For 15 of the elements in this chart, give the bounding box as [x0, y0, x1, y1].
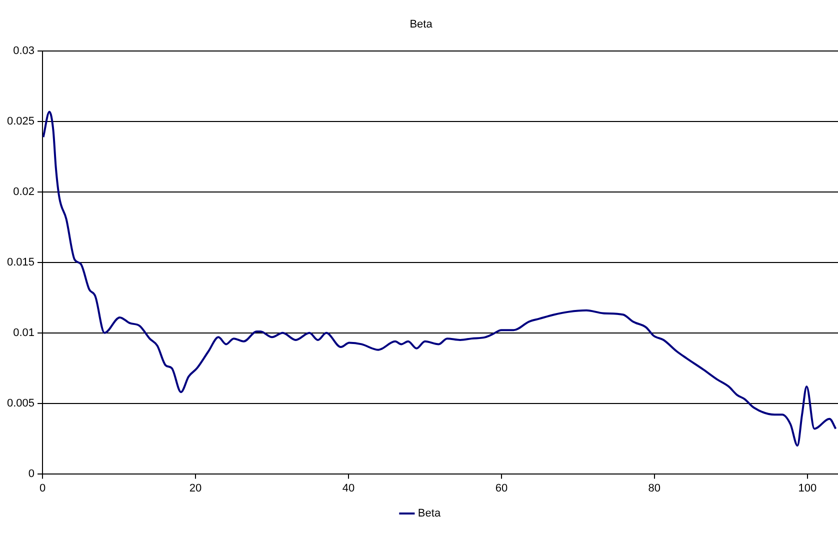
x-tick-label: 80 — [648, 482, 661, 494]
y-tick-label: 0.03 — [13, 45, 35, 58]
y-tick-label: 0.01 — [13, 326, 35, 339]
x-tick-label: 20 — [189, 482, 202, 494]
x-tick-label: 40 — [342, 482, 355, 494]
x-tick-label: 0 — [39, 482, 46, 494]
x-tick-label: 100 — [798, 482, 817, 494]
x-tick-label: 60 — [495, 482, 508, 494]
y-tick-label: 0.025 — [6, 116, 35, 128]
legend-label: Beta — [418, 508, 442, 520]
y-tick-label: 0.015 — [6, 256, 35, 269]
y-tick-label: 0 — [28, 468, 35, 480]
chart-title: Beta — [410, 18, 434, 31]
y-tick-label: 0.005 — [6, 397, 35, 410]
y-tick-label: 0.02 — [13, 186, 35, 198]
